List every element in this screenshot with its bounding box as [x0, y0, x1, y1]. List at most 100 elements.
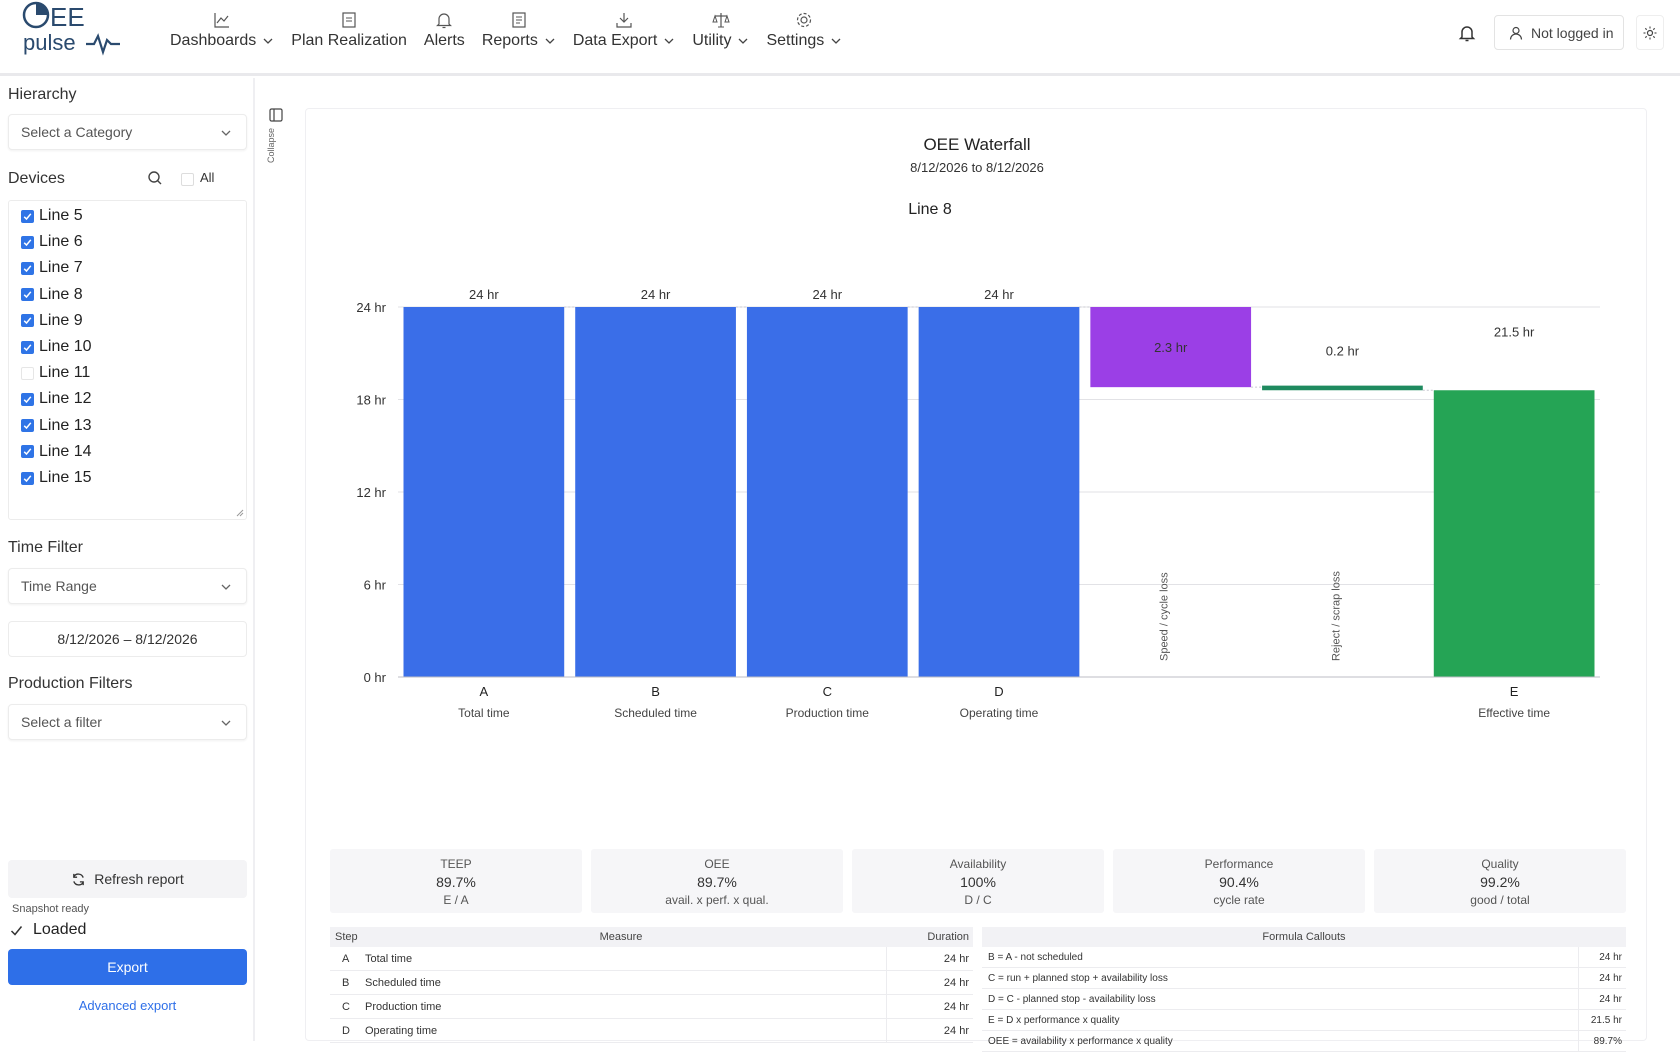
device-checkbox[interactable] — [21, 235, 34, 249]
chevron-down-icon — [545, 38, 555, 44]
bar-loss-5[interactable] — [1262, 385, 1423, 391]
device-item[interactable]: Line 8 — [21, 286, 83, 304]
check-icon — [10, 925, 23, 936]
step-cell: C — [342, 1000, 350, 1013]
download-icon — [616, 13, 632, 28]
x-tick-key: D — [994, 684, 1003, 699]
chevron-down-icon — [221, 130, 231, 136]
bar-e[interactable] — [1433, 390, 1595, 677]
nav-plan-realization[interactable]: Plan Realization — [291, 10, 407, 60]
nav-settings[interactable]: Settings — [766, 10, 842, 60]
collapse-label[interactable]: Collapse — [266, 127, 276, 163]
data-label: 21.5 hr — [1494, 324, 1535, 339]
device-checkbox[interactable] — [21, 471, 34, 485]
device-item[interactable]: Line 5 — [21, 207, 83, 225]
advanced-export-link[interactable]: Advanced export — [78, 998, 177, 1013]
device-checkbox[interactable] — [21, 261, 34, 275]
search-icon[interactable] — [147, 170, 163, 186]
logo-text-top: EE — [50, 2, 85, 32]
resize-handle-icon[interactable] — [236, 509, 244, 517]
production-filter-select[interactable]: Select a filter — [8, 704, 247, 740]
device-item[interactable]: Line 6 — [21, 233, 83, 251]
y-tick-label: 24 hr — [356, 300, 386, 315]
check-icon — [23, 448, 32, 456]
steps-table-header: Step Measure Duration — [330, 927, 973, 947]
theme-toggle-button[interactable] — [1636, 15, 1664, 50]
table-row: C Production time 24 hr — [330, 995, 973, 1019]
refresh-report-button[interactable]: Refresh report — [8, 860, 247, 898]
nav-data-export[interactable]: Data Export — [573, 10, 675, 60]
refresh-report-label: Refresh report — [94, 871, 184, 887]
formula-value-cell: 24 hr — [1578, 947, 1626, 967]
table-row: A Total time 24 hr — [330, 947, 973, 971]
date-range-input[interactable]: 8/12/2026 – 8/12/2026 — [8, 621, 247, 657]
device-item[interactable]: Line 9 — [21, 312, 83, 330]
device-item[interactable]: Line 13 — [21, 417, 92, 435]
device-label: Line 7 — [39, 259, 83, 277]
col-measure: Measure — [599, 931, 643, 943]
x-tick-key: A — [480, 684, 489, 699]
device-label: Line 13 — [39, 416, 92, 434]
bar-c[interactable] — [746, 307, 908, 677]
select-all-checkbox[interactable] — [181, 173, 194, 186]
login-button[interactable]: Not logged in — [1494, 15, 1624, 50]
time-filter-title: Time Filter — [8, 539, 83, 556]
device-item[interactable]: Line 11 — [21, 364, 90, 382]
device-item[interactable]: Line 15 — [21, 469, 92, 487]
hierarchy-select[interactable]: Select a Category — [8, 114, 247, 150]
notifications-bell-icon[interactable] — [1457, 23, 1477, 43]
x-tick-key: E — [1510, 684, 1519, 699]
device-item[interactable]: Line 14 — [21, 443, 92, 461]
bar-a[interactable] — [403, 307, 565, 677]
formula-value-cell: 24 hr — [1578, 968, 1626, 988]
bar-loss-4[interactable] — [1090, 307, 1252, 388]
nav-settings-label: Settings — [766, 32, 825, 49]
device-label: Line 10 — [39, 338, 92, 355]
check-icon — [23, 343, 32, 351]
check-icon — [23, 422, 32, 430]
check-icon — [23, 212, 32, 220]
nav-utility-label: Utility — [692, 32, 732, 49]
device-checkbox[interactable] — [21, 209, 34, 223]
device-list[interactable]: Line 5 Line 6 Line 7 Line 8 Line 9 Line 10 Lin… — [8, 200, 247, 520]
device-checkbox[interactable] — [21, 314, 34, 328]
metric-card: Performance 90.4% cycle rate — [1113, 849, 1365, 913]
data-label: 24 hr — [469, 287, 499, 302]
export-button[interactable]: Export — [8, 949, 247, 985]
device-checkbox[interactable] — [21, 445, 34, 459]
measure-cell: Total time — [365, 952, 413, 965]
device-item[interactable]: Line 7 — [21, 259, 83, 277]
time-filter-select[interactable]: Time Range — [8, 568, 247, 604]
nav-dashboards-label: Dashboards — [170, 32, 257, 49]
formula-value-cell: 24 hr — [1578, 989, 1626, 1009]
bar-b[interactable] — [575, 307, 736, 677]
bar-d[interactable] — [918, 307, 1080, 677]
formula-table-header: Formula Callouts — [982, 927, 1626, 947]
nav-alerts[interactable]: Alerts — [424, 10, 465, 60]
device-checkbox[interactable] — [21, 419, 34, 433]
sidebar-toggle-icon[interactable] — [269, 108, 283, 122]
metric-formula: D / C — [964, 893, 992, 907]
device-checkbox[interactable] — [21, 392, 34, 406]
formula-table: Formula Callouts B = A - not scheduled 24… — [982, 927, 1626, 1052]
production-filter-value: Select a filter — [21, 714, 102, 730]
device-checkbox[interactable] — [21, 366, 34, 380]
filter-sidebar: Hierarchy Select a Category Devices All … — [0, 78, 255, 1041]
logo-text-bottom: pulse — [23, 30, 76, 55]
nav-utility[interactable]: Utility — [692, 10, 749, 60]
device-checkbox[interactable] — [21, 288, 34, 302]
device-checkbox[interactable] — [21, 340, 34, 354]
metric-value: 89.7% — [436, 874, 476, 890]
x-tick-key: B — [651, 684, 660, 699]
metric-value: 89.7% — [697, 874, 737, 890]
col-formula-callouts: Formula Callouts — [1262, 931, 1346, 943]
device-item[interactable]: Line 10 — [21, 338, 92, 356]
nav-reports[interactable]: Reports — [482, 10, 556, 60]
sun-icon — [1643, 26, 1657, 39]
x-tick-label: Total time — [458, 706, 510, 720]
app-logo[interactable]: EE pulse — [20, 0, 130, 60]
hierarchy-select-value: Select a Category — [21, 124, 133, 140]
data-label: 24 hr — [812, 287, 842, 302]
device-item[interactable]: Line 12 — [21, 390, 92, 408]
nav-dashboards[interactable]: Dashboards — [170, 10, 274, 60]
